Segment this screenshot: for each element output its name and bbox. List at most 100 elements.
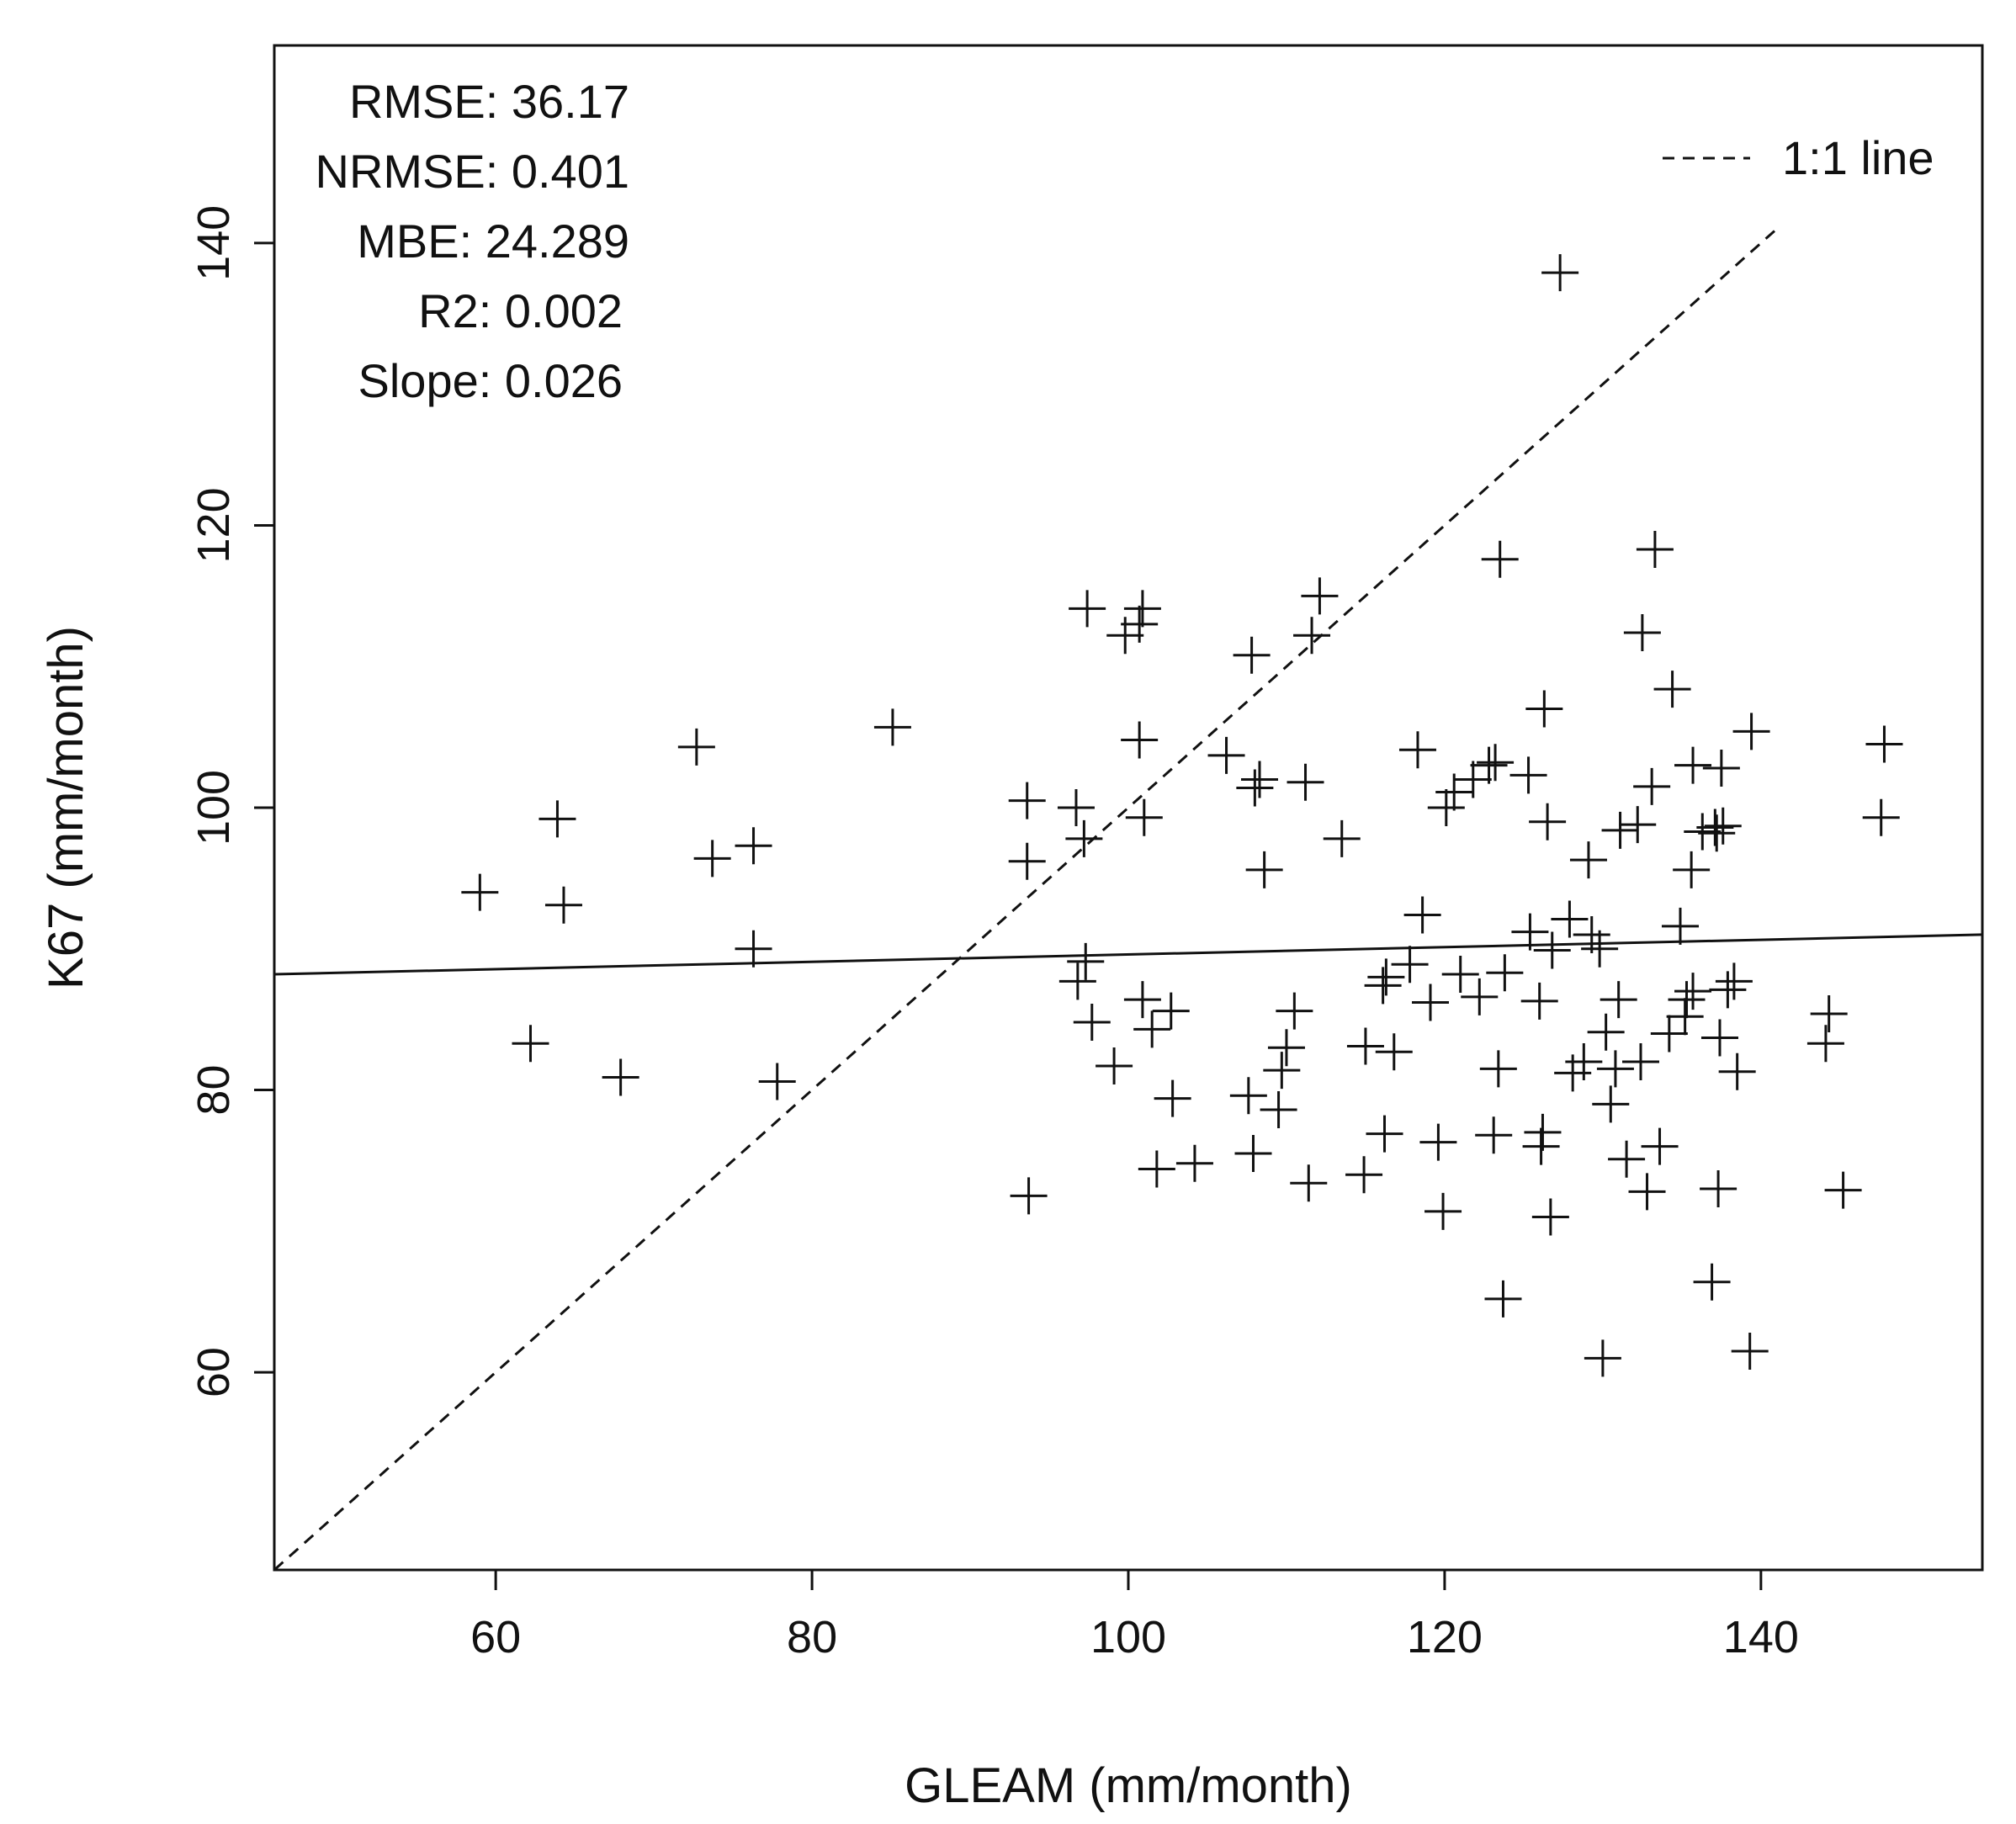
- data-point-65: [1470, 746, 1508, 784]
- data-point-10: [873, 708, 911, 746]
- data-point-63: [1454, 761, 1492, 798]
- data-point-12: [1008, 842, 1046, 880]
- y-tick-label-60: 60: [188, 1347, 239, 1397]
- data-point-38: [1245, 851, 1283, 888]
- one-to-one-line: [274, 227, 1778, 1570]
- data-point-82: [1551, 900, 1589, 938]
- data-point-116: [1702, 750, 1740, 787]
- data-point-33: [1229, 1077, 1267, 1115]
- data-point-70: [1484, 1280, 1522, 1318]
- data-point-30: [1154, 1079, 1191, 1117]
- data-point-55: [1398, 731, 1436, 769]
- data-point-45: [1293, 617, 1331, 655]
- data-point-95: [1619, 806, 1657, 844]
- data-point-48: [1345, 1156, 1383, 1194]
- data-point-37: [1241, 761, 1279, 798]
- data-point-109: [1674, 746, 1712, 784]
- data-point-105: [1666, 998, 1704, 1036]
- x-axis-ticks: 60 80 100 120 140: [470, 1570, 1799, 1662]
- stat-rmse: RMSE: 36.17: [349, 75, 629, 128]
- data-point-99: [1633, 767, 1671, 805]
- data-point-8: [735, 930, 772, 968]
- data-point-106: [1668, 981, 1706, 1019]
- y-tick-label-100: 100: [188, 770, 239, 846]
- data-point-5: [677, 728, 715, 766]
- data-point-68: [1479, 1050, 1517, 1088]
- data-point-41: [1267, 1029, 1305, 1067]
- y-tick-label-80: 80: [188, 1065, 239, 1116]
- data-point-81: [1541, 254, 1579, 292]
- data-point-14: [1057, 789, 1095, 826]
- y-tick-label-140: 140: [188, 205, 239, 281]
- data-point-57: [1412, 984, 1450, 1021]
- stat-nrmse: NRMSE: 0.401: [316, 145, 630, 198]
- data-point-75: [1522, 1127, 1560, 1165]
- data-point-61: [1435, 773, 1473, 811]
- data-point-7: [735, 827, 772, 865]
- data-point-20: [1096, 1047, 1133, 1085]
- x-tick-label-120: 120: [1407, 1612, 1483, 1662]
- y-axis-label: K67 (mm/month): [39, 626, 93, 989]
- data-point-98: [1628, 1173, 1666, 1211]
- data-point-59: [1424, 1192, 1462, 1230]
- data-point-67: [1477, 744, 1515, 782]
- data-point-2: [538, 800, 576, 838]
- data-point-34: [1234, 1135, 1272, 1173]
- data-point-25: [1123, 981, 1161, 1019]
- data-point-62: [1441, 955, 1479, 993]
- x-tick-label-60: 60: [470, 1612, 521, 1662]
- data-point-79: [1531, 1198, 1569, 1236]
- data-point-51: [1366, 1115, 1403, 1153]
- data-point-115: [1700, 1019, 1738, 1057]
- data-point-84: [1565, 1043, 1603, 1080]
- data-point-127: [1865, 725, 1903, 763]
- data-point-47: [1323, 819, 1361, 857]
- x-tick-label-100: 100: [1090, 1612, 1166, 1662]
- data-point-125: [1824, 1171, 1862, 1209]
- data-point-120: [1718, 1053, 1756, 1090]
- data-point-104: [1661, 907, 1699, 945]
- data-point-6: [693, 840, 731, 878]
- data-point-124: [1810, 994, 1848, 1032]
- data-point-114: [1700, 1170, 1737, 1207]
- data-point-71: [1486, 954, 1524, 992]
- x-tick-label-140: 140: [1723, 1612, 1799, 1662]
- data-point-26: [1125, 798, 1163, 836]
- data-point-93: [1601, 811, 1639, 849]
- data-point-49: [1346, 1027, 1384, 1065]
- data-point-80: [1533, 931, 1571, 969]
- data-point-74: [1520, 982, 1558, 1020]
- data-point-32: [1207, 736, 1245, 774]
- legend: 1:1 line: [1663, 131, 1934, 184]
- data-point-42: [1276, 992, 1313, 1030]
- stat-slope: Slope: 0.026: [358, 354, 623, 407]
- data-point-85: [1569, 841, 1607, 879]
- data-point-91: [1596, 1050, 1634, 1088]
- data-point-112: [1696, 809, 1734, 846]
- data-point-64: [1461, 978, 1499, 1015]
- data-point-69: [1481, 540, 1519, 578]
- data-point-126: [1862, 798, 1900, 836]
- data-point-94: [1608, 1140, 1646, 1178]
- y-axis-ticks: 60 80 100 120 140: [188, 205, 274, 1397]
- data-points: [461, 254, 1903, 1377]
- stats-block: RMSE: 36.17 NRMSE: 0.401 MBE: 24.289 R2:…: [316, 75, 630, 407]
- data-point-58: [1419, 1123, 1457, 1161]
- data-point-1: [512, 1025, 549, 1063]
- data-point-22: [1121, 605, 1159, 643]
- data-point-9: [758, 1063, 796, 1100]
- data-point-46: [1301, 577, 1339, 615]
- data-point-123: [1806, 1025, 1844, 1063]
- y-tick-label-120: 120: [188, 487, 239, 563]
- data-point-113: [1698, 814, 1736, 852]
- data-point-35: [1233, 636, 1271, 674]
- data-point-54: [1391, 946, 1429, 984]
- data-point-16: [1065, 819, 1103, 857]
- data-point-43: [1287, 763, 1324, 801]
- x-tick-label-80: 80: [787, 1612, 837, 1662]
- data-point-117: [1704, 807, 1742, 845]
- data-point-108: [1674, 973, 1712, 1010]
- data-point-4: [602, 1058, 639, 1096]
- data-point-15: [1058, 962, 1096, 1000]
